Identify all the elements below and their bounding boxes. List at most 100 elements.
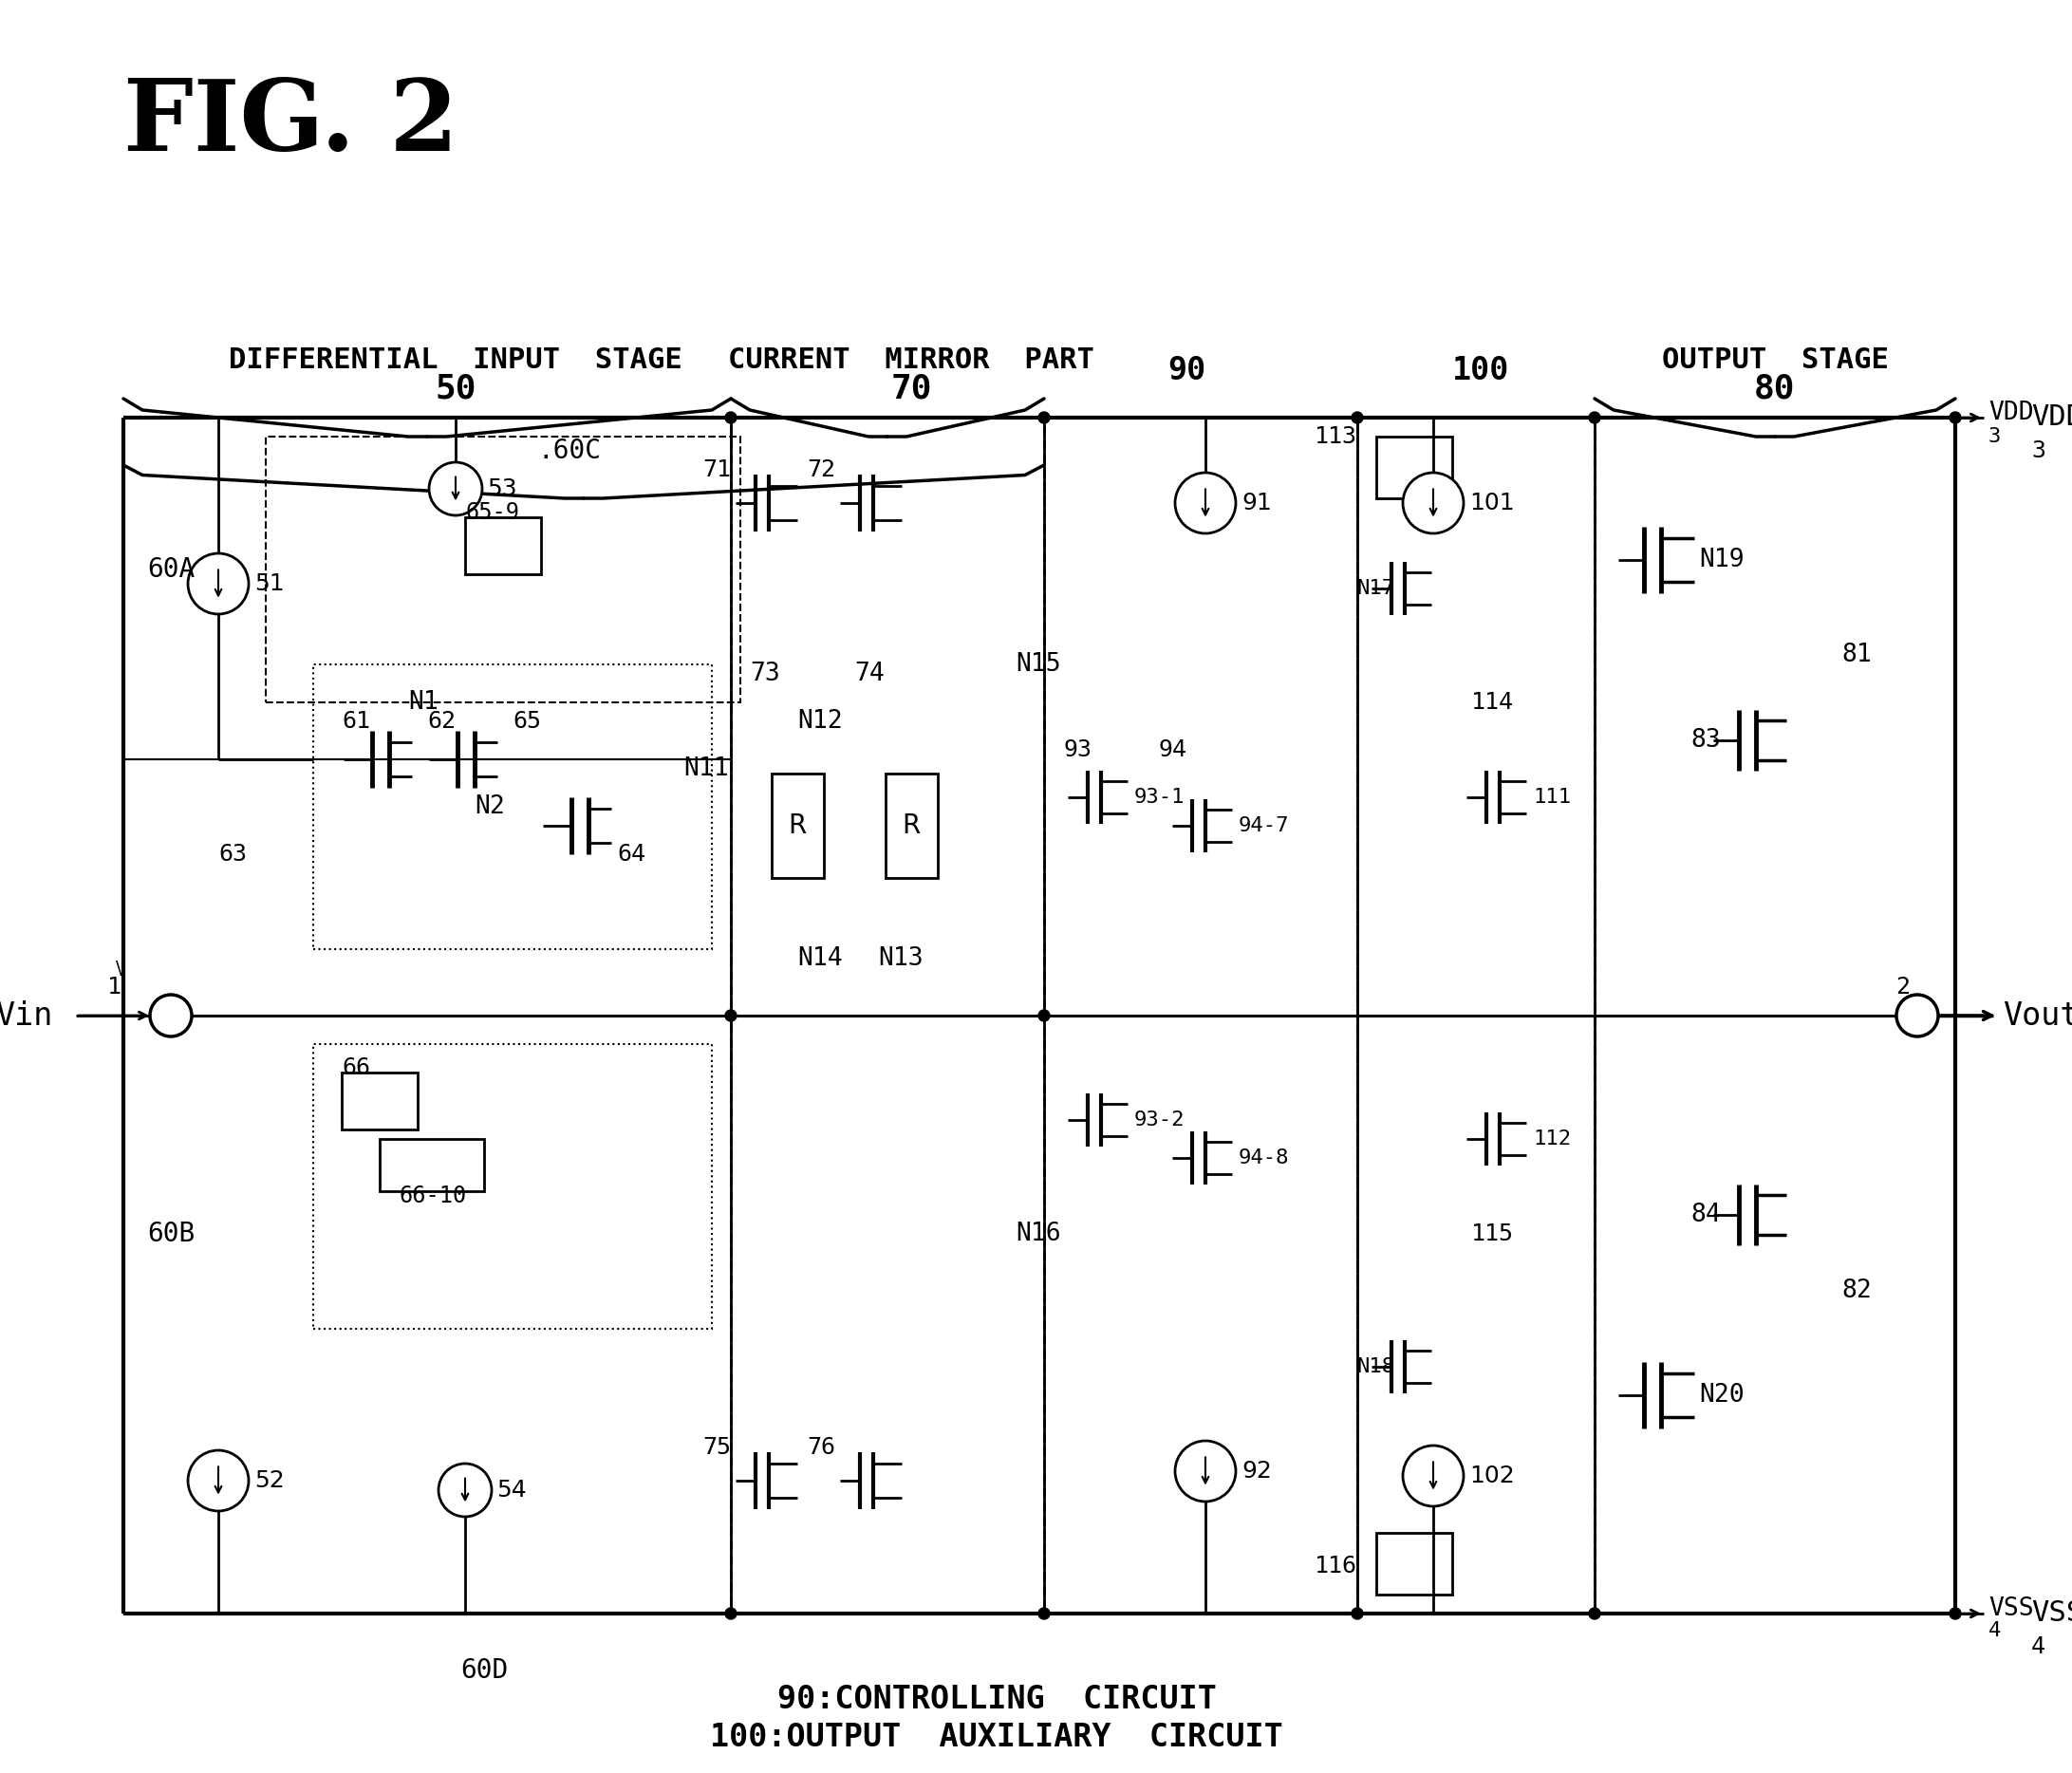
Circle shape <box>1950 411 1960 424</box>
Text: 82: 82 <box>1842 1278 1871 1303</box>
Text: 70: 70 <box>891 372 932 406</box>
Text: 73: 73 <box>750 661 779 686</box>
Text: N18: N18 <box>1357 1358 1394 1376</box>
Text: Vin: Vin <box>0 1000 52 1032</box>
Text: N17: N17 <box>1357 580 1394 598</box>
Circle shape <box>725 1608 736 1619</box>
Circle shape <box>1351 1608 1363 1619</box>
Text: 3: 3 <box>1989 427 2002 447</box>
Bar <box>124 1016 731 1613</box>
Text: Vout: Vout <box>2004 1000 2072 1032</box>
Text: 116: 116 <box>1314 1555 1357 1578</box>
Bar <box>313 1044 713 1328</box>
Text: DIFFERENTIAL  INPUT  STAGE: DIFFERENTIAL INPUT STAGE <box>228 348 682 374</box>
Text: 3: 3 <box>2031 440 2045 463</box>
Bar <box>1357 418 1595 1613</box>
Text: 81: 81 <box>1842 642 1871 667</box>
Circle shape <box>1589 411 1600 424</box>
Text: 74: 74 <box>854 661 885 686</box>
Bar <box>1376 1534 1452 1594</box>
Text: 65-9: 65-9 <box>464 502 520 525</box>
Text: 94-7: 94-7 <box>1239 816 1289 835</box>
Text: 101: 101 <box>1469 491 1515 514</box>
Text: 113: 113 <box>1314 426 1357 449</box>
Circle shape <box>1896 995 1937 1037</box>
Text: 91: 91 <box>1241 491 1272 514</box>
Circle shape <box>189 1450 249 1511</box>
Circle shape <box>1351 411 1363 424</box>
Text: 65: 65 <box>512 709 541 732</box>
Text: FIG. 2: FIG. 2 <box>124 74 458 172</box>
Text: N19: N19 <box>1699 548 1745 573</box>
Text: 66: 66 <box>342 1057 371 1080</box>
Text: N1: N1 <box>408 690 439 715</box>
Bar <box>1044 418 1357 1613</box>
Circle shape <box>1403 1445 1463 1507</box>
Bar <box>771 773 825 878</box>
Bar <box>464 518 541 574</box>
Text: 90: 90 <box>1167 355 1206 387</box>
Text: R: R <box>787 812 806 839</box>
Text: 111: 111 <box>1533 787 1571 807</box>
Text: 115: 115 <box>1471 1223 1515 1245</box>
Text: 93-1: 93-1 <box>1133 787 1185 807</box>
Text: VDD: VDD <box>1989 401 2035 426</box>
Text: 102: 102 <box>1469 1464 1515 1488</box>
Circle shape <box>725 411 736 424</box>
Text: VSS: VSS <box>2031 1599 2072 1628</box>
Text: 4: 4 <box>2031 1635 2045 1658</box>
Text: 2: 2 <box>1896 975 1910 998</box>
Text: 84: 84 <box>1691 1202 1722 1227</box>
Text: 60A: 60A <box>147 557 195 583</box>
Text: 64: 64 <box>617 842 644 865</box>
Circle shape <box>1038 1608 1051 1619</box>
Text: 1: 1 <box>108 975 120 998</box>
Text: 71: 71 <box>702 459 731 480</box>
Text: VSS: VSS <box>1989 1596 2035 1621</box>
Text: 75: 75 <box>702 1436 731 1459</box>
Circle shape <box>1175 1441 1235 1502</box>
Text: 93: 93 <box>1063 738 1092 761</box>
Bar <box>313 665 713 949</box>
Circle shape <box>149 995 193 1037</box>
Text: 83: 83 <box>1691 729 1722 754</box>
Circle shape <box>725 1011 736 1021</box>
Text: N13: N13 <box>879 947 924 972</box>
Text: CURRENT  MIRROR  PART: CURRENT MIRROR PART <box>727 348 1094 374</box>
Text: 50: 50 <box>435 372 477 406</box>
Text: 62: 62 <box>427 709 456 732</box>
Circle shape <box>1038 411 1051 424</box>
Circle shape <box>429 463 483 516</box>
Text: 60D: 60D <box>460 1658 508 1684</box>
Text: 92: 92 <box>1241 1459 1272 1482</box>
Text: R: R <box>901 812 920 839</box>
Text: VDD: VDD <box>2031 404 2072 431</box>
Text: OUTPUT  STAGE: OUTPUT STAGE <box>1662 348 1888 374</box>
Text: 94-8: 94-8 <box>1239 1149 1289 1167</box>
Text: 72: 72 <box>806 459 835 480</box>
Text: 66-10: 66-10 <box>398 1184 466 1207</box>
Text: 80: 80 <box>1755 372 1796 406</box>
Bar <box>342 1073 419 1129</box>
Circle shape <box>1589 1608 1600 1619</box>
Text: 114: 114 <box>1471 691 1515 715</box>
Text: 61: 61 <box>342 709 371 732</box>
Text: N14: N14 <box>798 947 843 972</box>
Bar <box>265 436 740 702</box>
Bar <box>885 773 939 878</box>
Bar <box>124 418 731 1016</box>
Text: N15: N15 <box>1015 652 1061 677</box>
Circle shape <box>1175 473 1235 534</box>
Circle shape <box>439 1463 491 1516</box>
Bar <box>379 1138 485 1191</box>
Text: 112: 112 <box>1533 1129 1571 1149</box>
Circle shape <box>1403 473 1463 534</box>
Text: 94: 94 <box>1158 738 1187 761</box>
Text: 60B: 60B <box>147 1220 195 1246</box>
Text: N20: N20 <box>1699 1383 1745 1408</box>
Circle shape <box>189 553 249 613</box>
Text: 53: 53 <box>487 477 516 500</box>
Text: 51: 51 <box>255 573 284 596</box>
Text: N11: N11 <box>684 757 729 782</box>
Text: 100: 100 <box>1452 355 1508 387</box>
